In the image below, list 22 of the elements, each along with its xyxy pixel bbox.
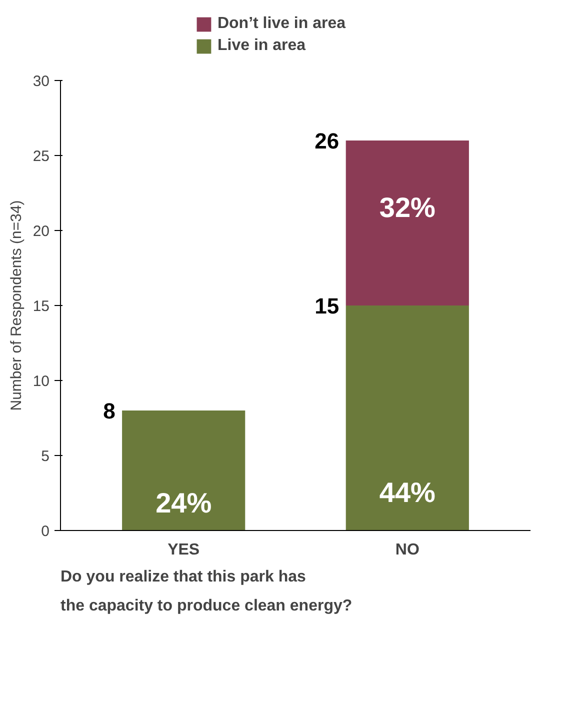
annotation: 24%	[156, 488, 212, 518]
y-tick-label: 5	[41, 448, 50, 465]
legend-label: Don’t live in area	[217, 15, 346, 33]
x-tick-label: NO	[395, 542, 420, 558]
y-tick-label: 15	[32, 298, 50, 315]
annotation: 32%	[379, 192, 436, 223]
y-tick-label: 0	[41, 523, 50, 540]
y-tick-label: 10	[32, 373, 50, 390]
bar	[346, 140, 469, 306]
total-label: 26	[314, 128, 340, 154]
x-axis-title: Do you realize that this park has the capacity to produce clean energy?	[60, 568, 352, 614]
y-tick-label: 25	[32, 148, 50, 165]
y-tick-label: 20	[32, 223, 50, 240]
data-label: 15	[314, 294, 340, 318]
legend-label: Live in area	[217, 37, 306, 55]
bar	[122, 410, 246, 530]
y-axis-title: Number of Respondents (n=34)	[8, 200, 25, 411]
y-tick-label: 30	[32, 73, 50, 90]
bar	[346, 306, 469, 530]
annotation: 44%	[379, 477, 436, 508]
x-tick-label: YES	[168, 542, 200, 558]
data-label: 8	[103, 398, 116, 424]
